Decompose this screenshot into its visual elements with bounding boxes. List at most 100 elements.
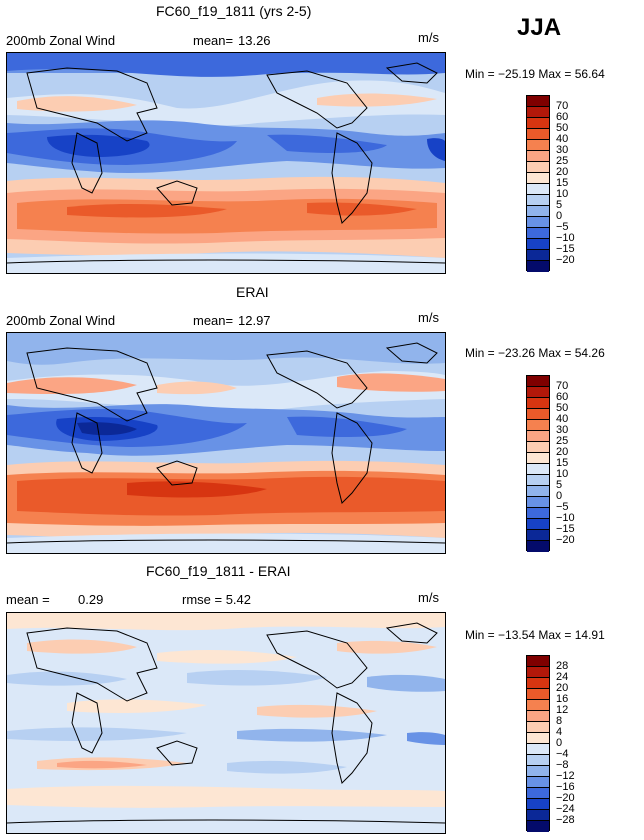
- colorbar-label: 50: [556, 122, 569, 134]
- panel3-units: m/s: [418, 590, 439, 605]
- panel1-mean-label: mean=: [193, 33, 234, 48]
- colorbar-swatch: [527, 431, 549, 442]
- colorbar-label: 5: [556, 479, 563, 491]
- panel2-colorbar: [526, 375, 550, 552]
- colorbar-swatch: [527, 678, 549, 689]
- panel1-map: [6, 52, 446, 274]
- colorbar-label: 20: [556, 166, 569, 178]
- colorbar-label: 60: [556, 111, 569, 123]
- panel2-mean-value: 12.97: [238, 313, 271, 328]
- colorbar-label: −20: [556, 534, 575, 546]
- panel3-contour-plot: [7, 613, 445, 833]
- colorbar-label: 8: [556, 715, 563, 727]
- colorbar-label: 28: [556, 660, 569, 672]
- colorbar-swatch: [527, 442, 549, 453]
- panel3-mean-value: 0.29: [78, 592, 104, 607]
- colorbar-label: 50: [556, 402, 569, 414]
- colorbar-swatch: [527, 541, 549, 552]
- colorbar-swatch: [527, 722, 549, 733]
- colorbar-label: 0: [556, 210, 563, 222]
- panel2-map: [6, 332, 446, 554]
- colorbar-swatch: [527, 667, 549, 678]
- colorbar-swatch: [527, 766, 549, 777]
- panel2-units: m/s: [418, 310, 439, 325]
- colorbar-swatch: [527, 217, 549, 228]
- colorbar-swatch: [527, 788, 549, 799]
- panel3-rmse: rmse = 5.42: [182, 592, 252, 607]
- colorbar-label: 60: [556, 391, 569, 403]
- panel1-colorbar: [526, 95, 550, 272]
- panel3-map: [6, 612, 446, 834]
- colorbar-swatch: [527, 250, 549, 261]
- colorbar-swatch: [527, 755, 549, 766]
- colorbar-swatch: [527, 140, 549, 151]
- colorbar-label: −24: [556, 803, 575, 815]
- colorbar-swatch: [527, 700, 549, 711]
- colorbar-label: 30: [556, 144, 569, 156]
- colorbar-swatch: [527, 129, 549, 140]
- colorbar-swatch: [527, 195, 549, 206]
- colorbar-label: 24: [556, 671, 569, 683]
- colorbar-swatch: [527, 107, 549, 118]
- colorbar-label: 15: [556, 457, 569, 469]
- panel3-title: FC60_f19_1811 - ERAI: [146, 563, 291, 579]
- colorbar-swatch: [527, 96, 549, 107]
- colorbar-label: −28: [556, 814, 575, 826]
- panel2-title: ERAI: [236, 284, 269, 300]
- colorbar-swatch: [527, 239, 549, 250]
- colorbar-label: −8: [556, 759, 569, 771]
- panel3-mean-label: mean =: [6, 592, 50, 607]
- colorbar-swatch: [527, 409, 549, 420]
- colorbar-swatch: [527, 387, 549, 398]
- colorbar-label: 0: [556, 737, 563, 749]
- colorbar-label: 16: [556, 693, 569, 705]
- colorbar-swatch: [527, 453, 549, 464]
- colorbar-swatch: [527, 464, 549, 475]
- colorbar-label: −12: [556, 770, 575, 782]
- colorbar-swatch: [527, 118, 549, 129]
- colorbar-swatch: [527, 711, 549, 722]
- colorbar-label: 25: [556, 435, 569, 447]
- colorbar-swatch: [527, 733, 549, 744]
- colorbar-swatch: [527, 151, 549, 162]
- panel2-field-label: 200mb Zonal Wind: [6, 313, 116, 328]
- colorbar-label: 5: [556, 199, 563, 211]
- colorbar-label: −5: [556, 221, 569, 233]
- colorbar-swatch: [527, 420, 549, 431]
- panel2-minmax: Min = −23.26 Max = 54.26: [465, 346, 605, 360]
- colorbar-label: −10: [556, 232, 575, 244]
- colorbar-label: 20: [556, 446, 569, 458]
- panel1-mean-value: 13.26: [238, 33, 271, 48]
- colorbar-label: −5: [556, 501, 569, 513]
- colorbar-swatch: [527, 228, 549, 239]
- colorbar-label: −15: [556, 523, 575, 535]
- colorbar-label: 12: [556, 704, 569, 716]
- colorbar-swatch: [527, 777, 549, 788]
- colorbar-swatch: [527, 810, 549, 821]
- colorbar-swatch: [527, 261, 549, 272]
- colorbar-label: 70: [556, 380, 569, 392]
- panel2-mean-label: mean=: [193, 313, 234, 328]
- colorbar-swatch: [527, 689, 549, 700]
- panel1-title: FC60_f19_1811 (yrs 2-5): [156, 3, 312, 19]
- colorbar-label: 0: [556, 490, 563, 502]
- colorbar-swatch: [527, 656, 549, 667]
- panel3-minmax: Min = −13.54 Max = 14.91: [465, 628, 605, 642]
- colorbar-label: 30: [556, 424, 569, 436]
- colorbar-swatch: [527, 530, 549, 541]
- colorbar-label: 40: [556, 413, 569, 425]
- colorbar-label: −20: [556, 792, 575, 804]
- colorbar-swatch: [527, 475, 549, 486]
- colorbar-label: 40: [556, 133, 569, 145]
- colorbar-swatch: [527, 486, 549, 497]
- colorbar-swatch: [527, 376, 549, 387]
- colorbar-label: −16: [556, 781, 575, 793]
- panel3-colorbar: [526, 655, 550, 832]
- panel1-contour-plot: [7, 53, 445, 273]
- colorbar-swatch: [527, 799, 549, 810]
- colorbar-swatch: [527, 497, 549, 508]
- panel2-contour-plot: [7, 333, 445, 553]
- colorbar-swatch: [527, 184, 549, 195]
- colorbar-swatch: [527, 744, 549, 755]
- colorbar-label: −4: [556, 748, 569, 760]
